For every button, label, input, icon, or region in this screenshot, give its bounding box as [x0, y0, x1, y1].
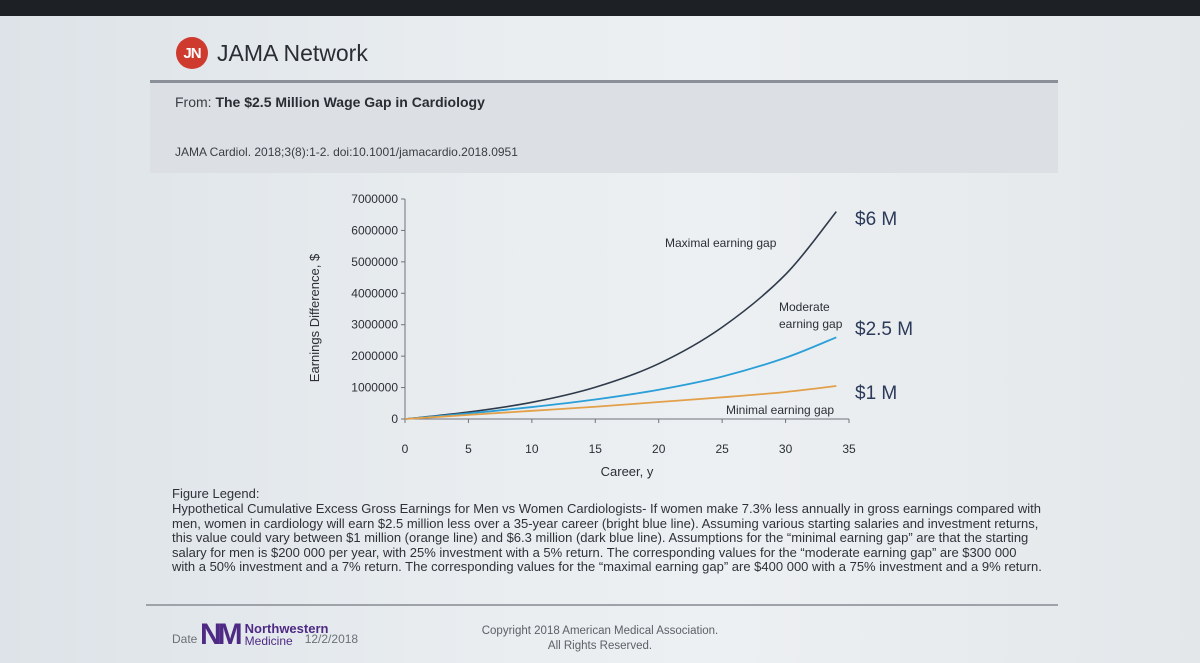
x-tick-label: 10: [525, 442, 539, 456]
x-tick-label: 35: [842, 442, 856, 456]
x-tick-label: 25: [715, 442, 729, 456]
y-axis-label: Earnings Difference, $: [307, 253, 322, 382]
northwestern-medicine-logo: NM Northwestern Medicine: [200, 618, 329, 651]
org-name: Northwestern: [244, 621, 329, 636]
y-tick-label: 7000000: [351, 192, 398, 206]
article-source: From: The $2.5 Million Wage Gap in Cardi…: [175, 94, 485, 110]
series-label-maximal: Maximal earning gap: [665, 236, 777, 250]
x-axis-label: Career, y: [601, 464, 654, 479]
series-line-maximal: [404, 211, 837, 420]
x-tick-label: 15: [589, 442, 603, 456]
annotation-6m: $6 M: [855, 209, 897, 230]
series-line-moderate: [404, 336, 837, 420]
series-line-minimal: [404, 385, 837, 420]
footer-divider: [146, 604, 1058, 606]
header-panel: [150, 83, 1058, 173]
x-tick-label: 20: [652, 442, 666, 456]
date-label: Date: [172, 632, 198, 646]
x-tick-label: 0: [402, 442, 409, 456]
figure-legend-text: Hypothetical Cumulative Excess Gross Ear…: [172, 501, 1042, 575]
figure-legend-title: Figure Legend:: [172, 486, 260, 501]
top-band: [0, 0, 1200, 16]
jn-badge-icon: JN: [176, 37, 208, 69]
copyright-line-2: All Rights Reserved.: [547, 640, 653, 652]
from-prefix: From:: [175, 94, 212, 110]
y-tick-label: 5000000: [351, 255, 398, 269]
x-tick-label: 5: [465, 442, 472, 456]
copyright-line-1: Copyright 2018 American Medical Associat…: [481, 625, 719, 637]
series-label-moderate-1: Moderate: [779, 300, 830, 314]
nm-logo-icon: NM: [200, 618, 243, 651]
annotation-1m: $1 M: [855, 383, 897, 404]
copyright: Copyright 2018 American Medical Associat…: [430, 624, 770, 654]
y-tick-label: 6000000: [351, 223, 398, 237]
series-label-minimal: Minimal earning gap: [726, 403, 834, 417]
y-tick-label: 0: [391, 412, 398, 426]
citation: JAMA Cardiol. 2018;3(8):1-2. doi:10.1001…: [175, 145, 518, 159]
x-tick-label: 30: [779, 442, 793, 456]
date-value: 12/2/2018: [304, 632, 359, 646]
network-name: JAMA Network: [217, 39, 368, 66]
y-tick-label: 4000000: [351, 286, 398, 300]
article-title[interactable]: The $2.5 Million Wage Gap in Cardiology: [215, 94, 485, 110]
y-tick-label: 2000000: [351, 349, 398, 363]
footer-date: Date 12/2/2018: [172, 632, 358, 646]
annotation-2-5m: $2.5 M: [855, 319, 913, 340]
y-tick-label: 1000000: [351, 381, 398, 395]
series-label-moderate-2: earning gap: [779, 317, 843, 331]
org-sub: Medicine: [244, 634, 293, 648]
y-tick-label: 3000000: [351, 318, 398, 332]
header-divider: [150, 80, 1058, 83]
jama-network-logo: JN JAMA Network: [176, 36, 368, 70]
